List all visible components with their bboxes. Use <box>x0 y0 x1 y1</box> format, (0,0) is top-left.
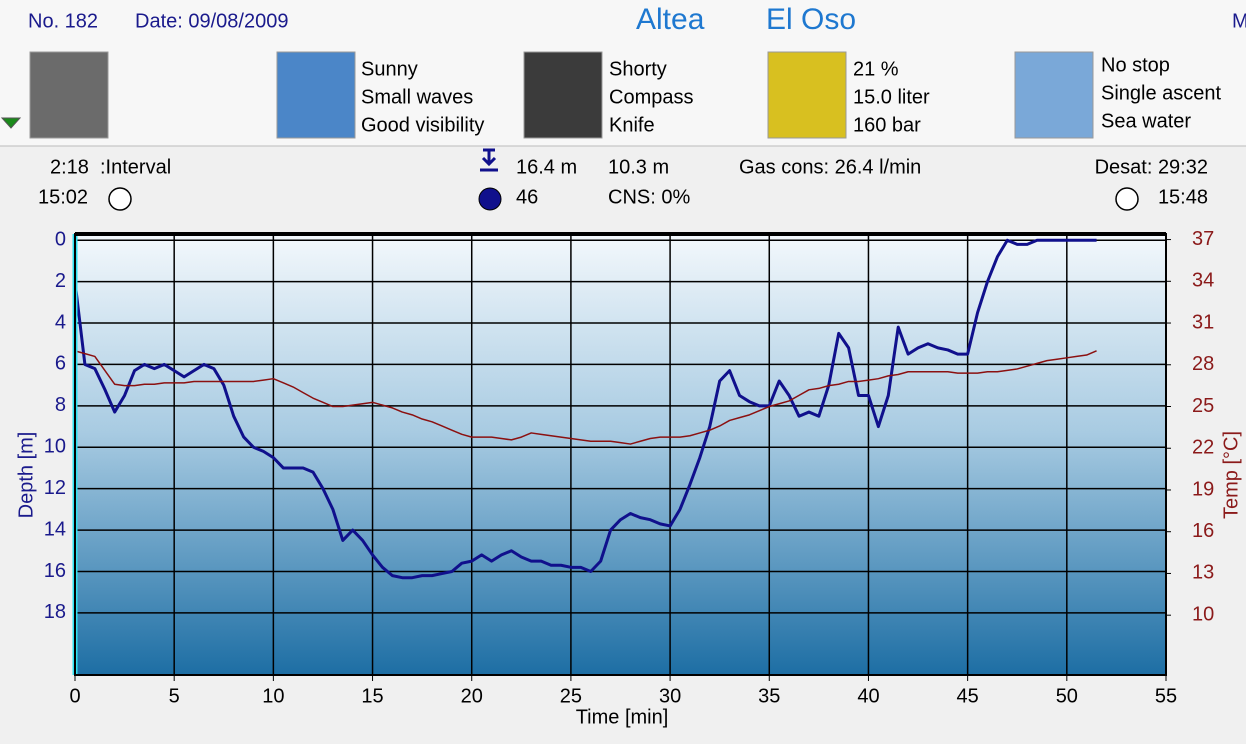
temperature-line <box>74 350 1097 445</box>
y2-tick-label: 10 <box>1192 603 1214 625</box>
y2-tick-label: 13 <box>1192 562 1214 584</box>
duration-icon <box>478 187 502 211</box>
x-tick-label: 20 <box>461 685 483 707</box>
y2-axis-title: Temp [°C] <box>1220 431 1242 519</box>
max-depth: 16.4 m <box>516 156 577 178</box>
x-tick-label: 40 <box>857 685 879 707</box>
dive-number: No. 182 <box>28 10 98 32</box>
y-tick-label: 4 <box>55 311 66 333</box>
clock-icon <box>108 187 132 211</box>
interval-label: :Interval <box>100 156 171 178</box>
gear-icon <box>523 51 603 139</box>
depth-icon <box>480 148 498 172</box>
x-tick-label: 15 <box>361 685 383 707</box>
x-tick-label: 25 <box>560 685 582 707</box>
info-line: Shorty <box>609 58 667 80</box>
x-tick-label: 5 <box>169 685 180 707</box>
x-tick-label: 45 <box>957 685 979 707</box>
info-line: Small waves <box>361 86 473 108</box>
y-tick-label: 14 <box>44 518 66 540</box>
info-line: Knife <box>609 114 655 136</box>
y-tick-label: 18 <box>44 601 66 623</box>
y2-tick-label: 22 <box>1192 437 1214 459</box>
y-tick-label: 6 <box>55 353 66 375</box>
avg-depth: 10.3 m <box>608 156 669 178</box>
x-axis-title: Time [min] <box>576 706 669 728</box>
cns: CNS: 0% <box>608 186 690 208</box>
diver-icon <box>1014 51 1094 139</box>
end-time: 15:48 <box>1158 186 1208 208</box>
site-spot: El Oso <box>766 3 856 36</box>
info-line: Sea water <box>1101 110 1191 132</box>
y2-tick-label: 25 <box>1192 395 1214 417</box>
y-tick-label: 2 <box>55 270 66 292</box>
info-line: Compass <box>609 86 693 108</box>
desat: Desat: 29:32 <box>1095 156 1208 178</box>
info-line: No stop <box>1101 54 1170 76</box>
x-tick-label: 55 <box>1155 685 1177 707</box>
tank-icon <box>767 51 847 139</box>
y2-tick-label: 37 <box>1192 228 1214 250</box>
y-tick-label: 12 <box>44 477 66 499</box>
y2-tick-label: 19 <box>1192 478 1214 500</box>
info-line: Sunny <box>361 58 418 80</box>
x-tick-label: 0 <box>69 685 80 707</box>
y-tick-label: 16 <box>44 560 66 582</box>
y2-tick-label: 31 <box>1192 311 1214 333</box>
y-tick-label: 0 <box>55 228 66 250</box>
site-name: Altea <box>636 3 705 36</box>
y2-tick-label: 28 <box>1192 353 1214 375</box>
info-line: 15.0 liter <box>853 86 930 108</box>
x-tick-label: 50 <box>1056 685 1078 707</box>
plot-area <box>75 234 1166 675</box>
info-line: Single ascent <box>1101 82 1222 104</box>
divers-icon <box>29 51 109 139</box>
dive-time: 46 <box>516 186 538 208</box>
y-tick-label: 8 <box>55 394 66 416</box>
info-line: 21 % <box>853 58 899 80</box>
y2-tick-label: 34 <box>1192 270 1214 292</box>
x-tick-label: 35 <box>758 685 780 707</box>
y-tick-label: 10 <box>44 436 66 458</box>
x-tick-label: 10 <box>262 685 284 707</box>
cut-text: M <box>1232 10 1246 32</box>
gas-consumption: Gas cons: 26.4 l/min <box>739 156 921 178</box>
start-time: 15:02 <box>38 186 88 208</box>
info-line: 160 bar <box>853 114 921 136</box>
weather-icon <box>276 51 356 139</box>
x-tick-label: 30 <box>659 685 681 707</box>
dropdown-arrow[interactable] <box>0 117 22 129</box>
dive-date: Date: 09/08/2009 <box>135 10 288 32</box>
y-axis-title: Depth [m] <box>15 432 37 519</box>
clock-icon <box>1115 187 1139 211</box>
interval-time: 2:18 <box>50 156 89 178</box>
info-line: Good visibility <box>361 114 484 136</box>
y2-tick-label: 16 <box>1192 520 1214 542</box>
depth-line <box>73 238 1097 580</box>
